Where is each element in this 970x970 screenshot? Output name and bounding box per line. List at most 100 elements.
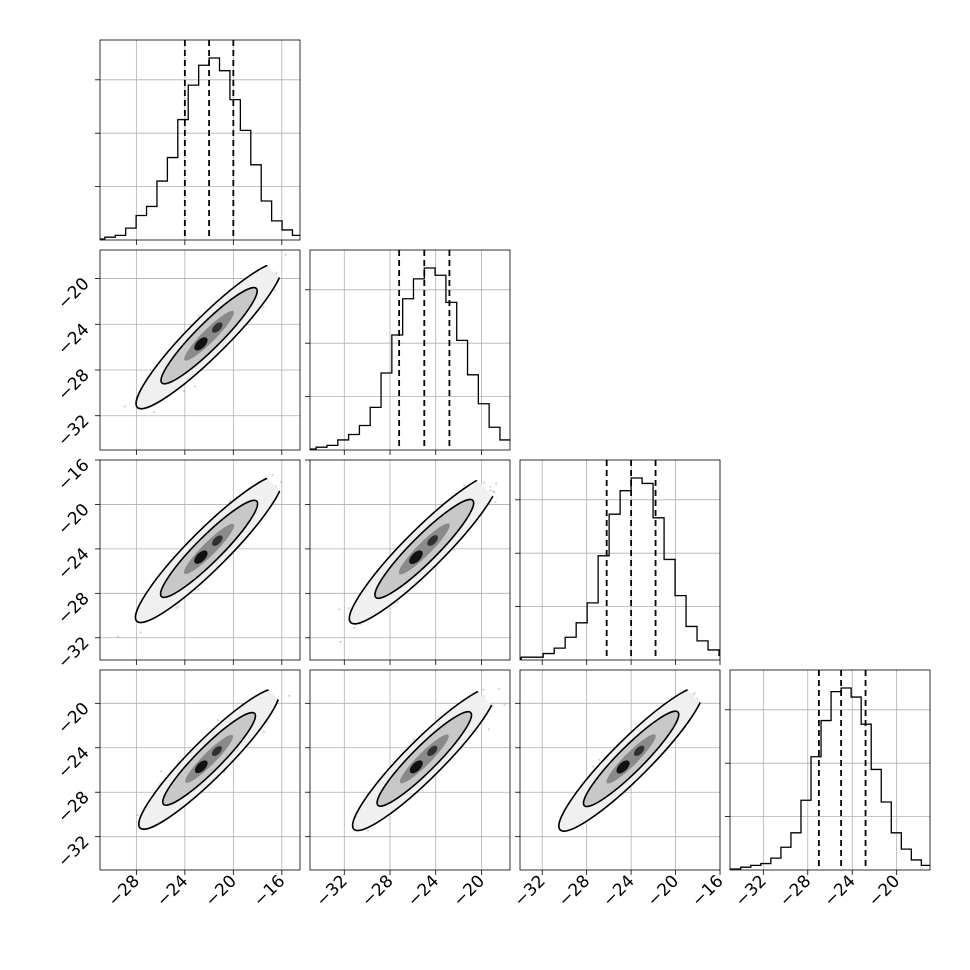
x-tick-label: −20 [865, 871, 905, 911]
scatter-point [494, 500, 497, 503]
contour-group [558, 685, 705, 832]
scatter-point [197, 314, 200, 317]
contour-group [137, 687, 281, 830]
panel-frame [519, 459, 721, 661]
histogram-panel-3 [515, 459, 721, 665]
panel-frame [99, 459, 301, 661]
x-tick-label: −24 [404, 871, 444, 911]
scatter-point [262, 730, 266, 733]
x-tick-label: −28 [358, 871, 398, 911]
scatter-point [153, 411, 156, 414]
density-core [194, 550, 208, 564]
density-core [409, 550, 423, 565]
scatter-point [183, 390, 186, 393]
scatter-panel-2-1: −32 −28 −24 −20 [54, 249, 301, 455]
density-core [409, 760, 423, 774]
grid-lines [520, 460, 721, 660]
scatter-point [693, 692, 696, 695]
scatter-point [279, 481, 283, 484]
x-tick-label: −20 [201, 871, 241, 911]
y-tick-label: −32 [54, 633, 94, 673]
scatter-point [274, 289, 277, 292]
scatter-point [493, 491, 496, 494]
scatter-point [592, 765, 595, 768]
panel-frame [99, 39, 301, 241]
scatter-point [196, 588, 200, 591]
grid-lines [100, 40, 300, 240]
scatter-point [228, 500, 232, 503]
y-tick-label: −16 [54, 455, 94, 495]
scatter-panel-4-3: −32 −28 −24 −20 −16 [510, 669, 728, 911]
x-tick-label: −32 [312, 871, 352, 911]
histogram-panel-1 [95, 39, 301, 245]
scatter-point [216, 719, 219, 722]
y-tick-label: −20 [54, 274, 94, 314]
panel-frame [99, 249, 301, 451]
y-tick-label: −28 [54, 589, 94, 629]
scatter-point [489, 485, 492, 488]
y-tick-label: −32 [54, 832, 94, 872]
x-tick-label: −32 [731, 871, 771, 911]
scatter-point [271, 474, 274, 477]
density-core [212, 535, 223, 546]
scatter-panel-4-1: −28 −24 −20 −16−32−28−24−20 [54, 669, 301, 911]
scatter-point [194, 385, 197, 388]
panel-frame [309, 249, 511, 451]
scatter-point [498, 687, 501, 691]
histogram-line [310, 267, 510, 450]
panel-frame [309, 459, 511, 661]
grid-lines [730, 670, 930, 870]
histogram-line [730, 687, 930, 870]
scatter-point [396, 601, 399, 604]
scatter-point [412, 738, 415, 741]
scatter-point [487, 728, 490, 731]
y-tick-label: −20 [54, 500, 94, 540]
scatter-panel-3-1: −32−28 −24−20 −16 [54, 455, 301, 673]
x-tick-label: −28 [104, 871, 144, 911]
scatter-point [531, 673, 533, 675]
scatter-panel-3-2 [305, 459, 511, 665]
y-tick-label: −24 [54, 743, 94, 783]
contour-group [348, 473, 501, 625]
scatter-point [489, 489, 492, 492]
y-tick-label: −28 [54, 365, 94, 405]
contour-group [135, 261, 283, 410]
contour-group [351, 686, 497, 832]
scatter-point [598, 758, 601, 762]
y-tick-label: −20 [54, 699, 94, 739]
panel-frame [99, 669, 301, 871]
density-core [634, 745, 645, 756]
scatter-point [353, 626, 356, 629]
scatter-point [338, 608, 341, 611]
scatter-point [347, 607, 350, 610]
y-tick-label: −24 [54, 544, 94, 584]
x-tick-label: −20 [449, 871, 489, 911]
x-tick-label: −16 [250, 871, 290, 911]
scatter-point [177, 605, 180, 608]
density-core [427, 535, 438, 546]
density-core [616, 760, 630, 774]
x-tick-label: −24 [820, 871, 860, 911]
grid-lines [310, 250, 510, 450]
x-tick-label: −20 [644, 871, 684, 911]
density-core [211, 746, 222, 757]
scatter-point [339, 640, 342, 644]
x-tick-label: −28 [555, 871, 595, 911]
density-core [194, 337, 208, 351]
histogram-line [100, 57, 300, 240]
density-core [427, 745, 438, 756]
scatter-point [288, 694, 291, 697]
density-core [194, 760, 208, 774]
scatter-point [463, 484, 466, 487]
scatter-point [495, 482, 498, 485]
scatter-point [483, 481, 486, 484]
scatter-point [262, 305, 265, 308]
y-tick-label: −24 [54, 320, 94, 360]
scatter-point [139, 631, 142, 634]
panel-frame [729, 669, 931, 871]
scatter-panel-4-2: −32 −28 −24 −20 [305, 669, 533, 911]
x-tick-label: −24 [153, 871, 193, 911]
y-tick-label: −32 [54, 411, 94, 451]
histogram-panel-2 [305, 249, 511, 455]
scatter-point [284, 253, 287, 256]
